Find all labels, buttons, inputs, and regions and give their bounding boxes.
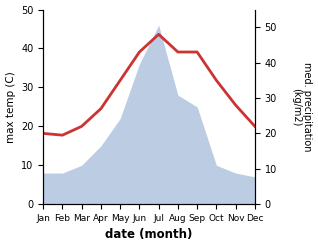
Y-axis label: max temp (C): max temp (C) — [5, 71, 16, 143]
X-axis label: date (month): date (month) — [105, 228, 193, 242]
Y-axis label: med. precipitation
(kg/m2): med. precipitation (kg/m2) — [291, 62, 313, 152]
